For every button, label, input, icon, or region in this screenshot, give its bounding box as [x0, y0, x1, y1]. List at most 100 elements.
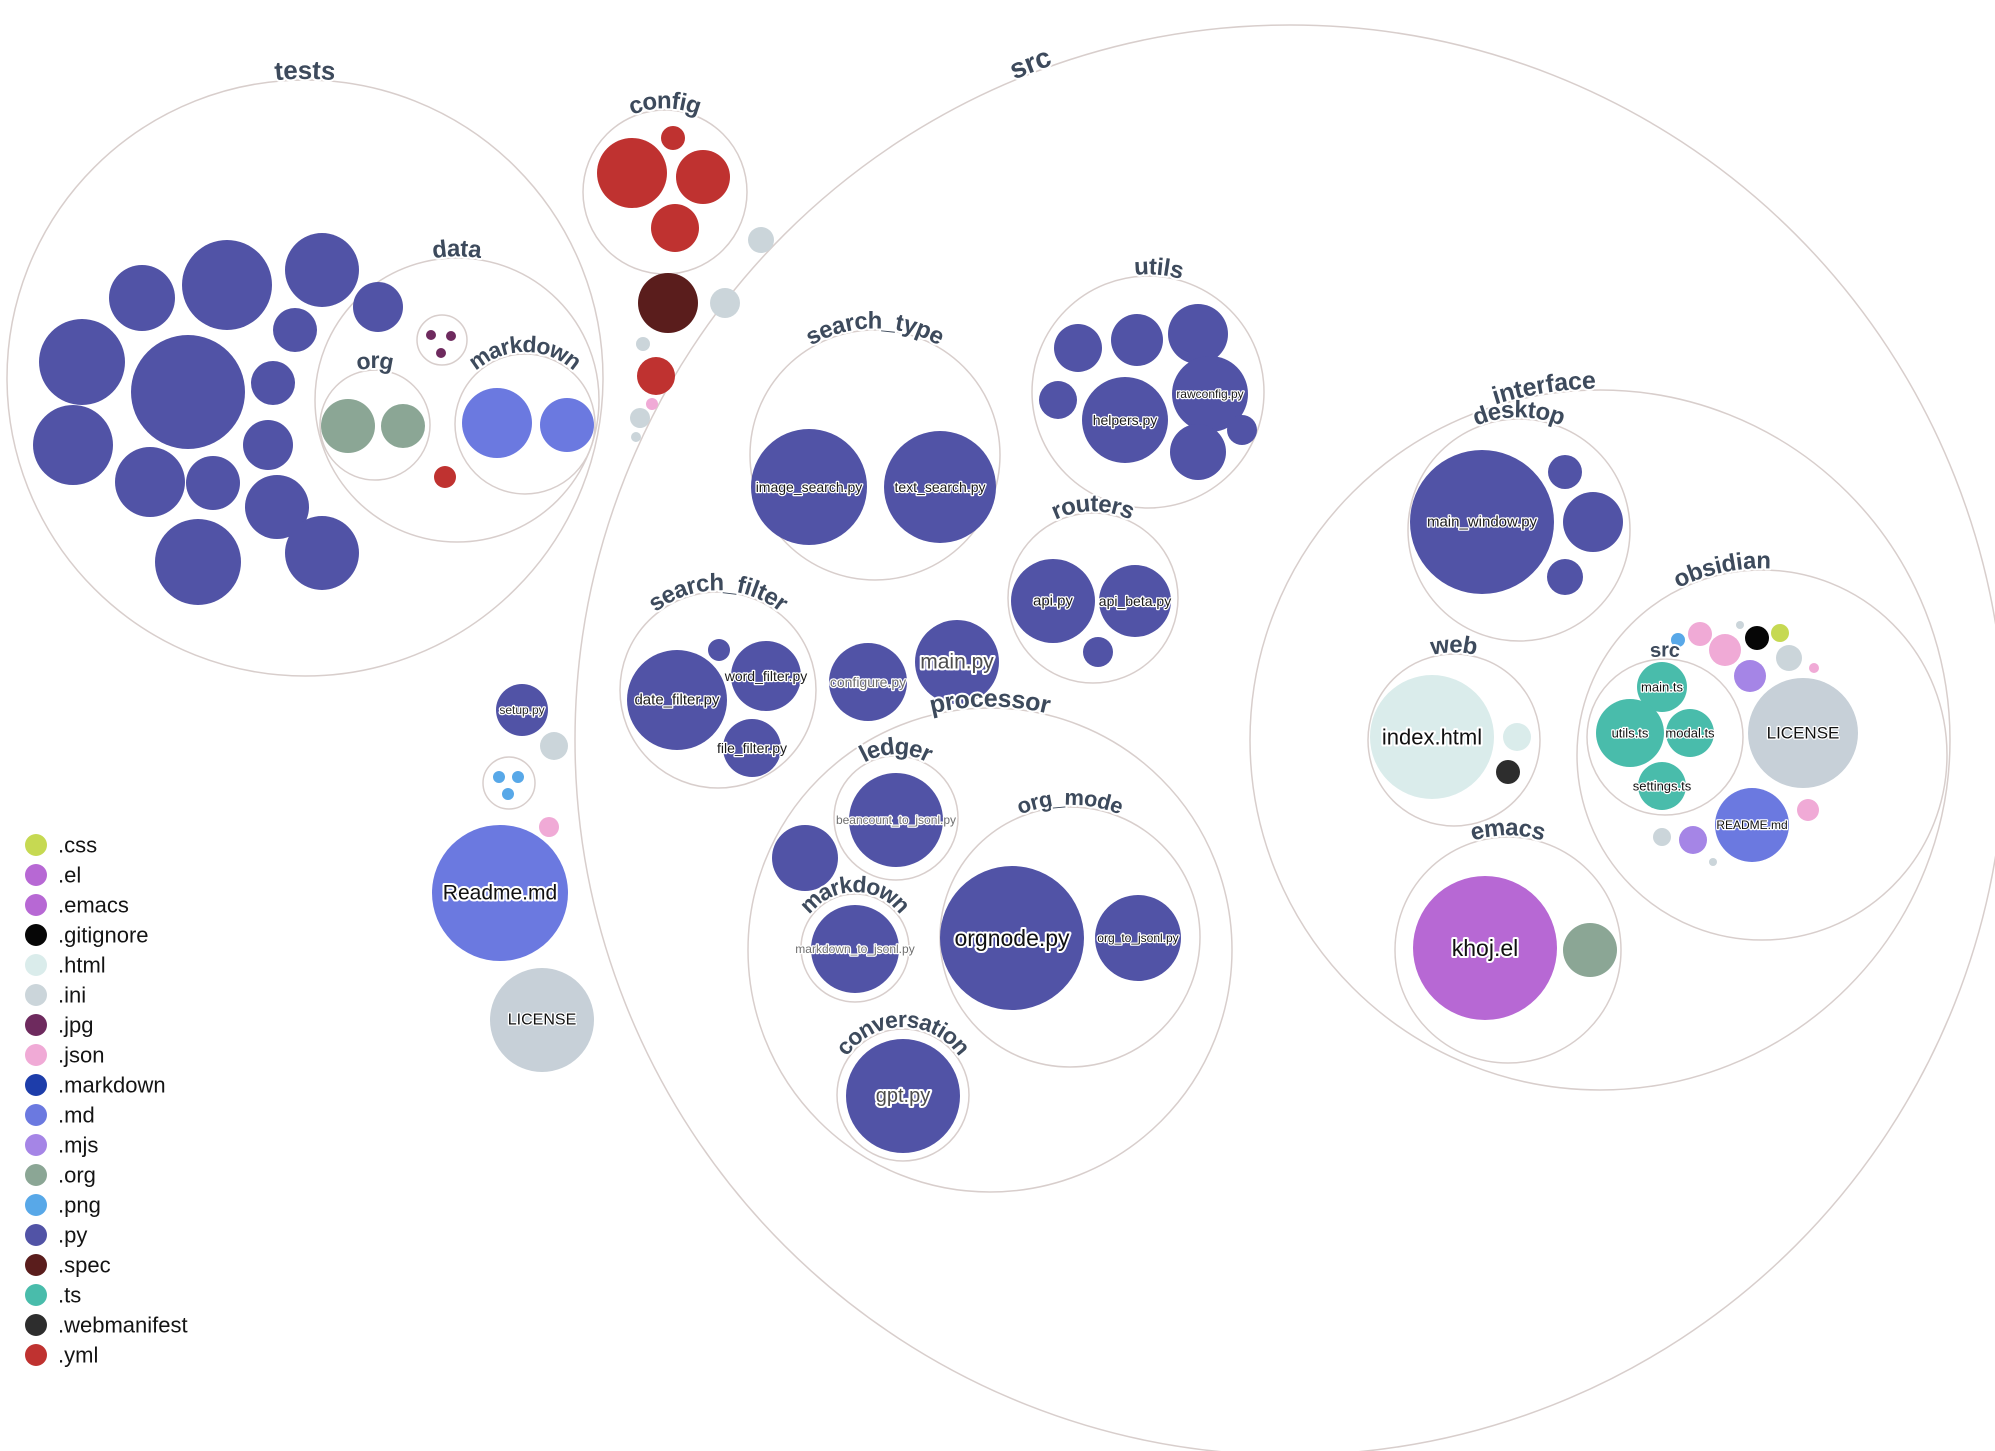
- directory-circle-processor: [747, 707, 1233, 1193]
- legend-label-json: .json: [58, 1043, 104, 1068]
- file-circle: [1745, 626, 1769, 650]
- file-label-gpt.py: gpt.py: [876, 1085, 930, 1107]
- legend-swatch-json: [25, 1044, 47, 1066]
- file-circle-markdown_to_jsonl.py: [811, 905, 899, 993]
- file-circle: [512, 771, 524, 783]
- file-label-configure.py: configure.py: [830, 674, 906, 690]
- directory-circle-data: [314, 257, 600, 543]
- directory-circle-tests: [6, 79, 604, 677]
- file-circle: [1227, 415, 1257, 445]
- directory-label-markdown: markdown: [464, 331, 587, 375]
- directory-circle-routers: [1007, 512, 1179, 684]
- file-circle: [1111, 314, 1163, 366]
- file-circle: [637, 357, 675, 395]
- file-circle-utils.ts: [1596, 699, 1664, 767]
- file-circle: [353, 282, 403, 332]
- directory-circle-emacs: [1394, 836, 1622, 1064]
- legend-label-ts: .ts: [58, 1283, 81, 1308]
- file-circle: [646, 398, 658, 410]
- file-label-markdown_to_jsonl.py: markdown_to_jsonl.py: [795, 942, 914, 956]
- directory-circle-conversation: [836, 1028, 970, 1162]
- legend-label-webmanifest: .webmanifest: [58, 1313, 188, 1338]
- file-label-org_to_jsonl.py: org_to_jsonl.py: [1097, 931, 1178, 945]
- directory-circle-org: [319, 369, 431, 481]
- legend-swatch-mjs: [25, 1134, 47, 1156]
- file-circle: [540, 398, 594, 452]
- directory-label-obsidian: obsidian: [1669, 547, 1771, 593]
- directory-circle-markdown: [800, 893, 910, 1003]
- file-label-word_filter.py: word_filter.py: [724, 668, 807, 684]
- file-circle: [1496, 760, 1520, 784]
- file-circle: [243, 420, 293, 470]
- file-circle: [155, 519, 241, 605]
- file-circle-text_search.py: [884, 431, 996, 543]
- file-circle: [676, 150, 730, 204]
- file-circle-beancount_to_jsonl.py: [849, 773, 943, 867]
- file-label-LICENSE: LICENSE: [508, 1012, 576, 1029]
- file-circle: [1809, 663, 1819, 673]
- file-circle: [1054, 324, 1102, 372]
- file-circle: [285, 233, 359, 307]
- file-circle: [1671, 633, 1685, 647]
- file-circle: [1688, 622, 1712, 646]
- directory-label-org: org: [354, 347, 396, 375]
- directory-circle-search_type: [749, 329, 1001, 581]
- directory-label-emacs: emacs: [1468, 814, 1549, 847]
- directory-circle-unnamed: [482, 756, 536, 810]
- file-circle: [748, 227, 774, 253]
- directory-label-utils: utils: [1133, 253, 1186, 285]
- file-circle: [321, 399, 375, 453]
- file-circle-main_window.py: [1410, 450, 1554, 594]
- legend-swatch-el: [25, 864, 47, 886]
- file-circle-main.ts: [1637, 662, 1687, 712]
- directory-circle-web: [1367, 653, 1541, 827]
- legend-label-md: .md: [58, 1103, 95, 1128]
- file-circle-gpt.py: [846, 1039, 960, 1153]
- file-circles-layer: [33, 126, 1858, 1153]
- file-circle: [772, 825, 838, 891]
- file-circle: [186, 456, 240, 510]
- directory-circle-interface: [1249, 389, 1951, 1091]
- file-circle: [638, 273, 698, 333]
- file-circle: [1709, 858, 1717, 866]
- file-circle-orgnode.py: [940, 866, 1084, 1010]
- file-label-image_search.py: image_search.py: [756, 479, 863, 495]
- file-circle-khoj.el: [1413, 876, 1557, 1020]
- file-circle: [710, 288, 740, 318]
- directory-label-src: src: [1005, 41, 1055, 85]
- file-circle: [182, 240, 272, 330]
- legend-label-ini: .ini: [58, 983, 86, 1008]
- file-circle-image_search.py: [751, 429, 867, 545]
- file-label-settings.ts: settings.ts: [1633, 779, 1692, 794]
- file-circle: [273, 308, 317, 352]
- legend-label-emacs: .emacs: [58, 893, 129, 918]
- legend-label-png: .png: [58, 1193, 101, 1218]
- directory-circles-layer: [6, 24, 1995, 1451]
- file-circle-LICENSE: [1748, 678, 1858, 788]
- file-circle: [1797, 799, 1819, 821]
- file-circle-setup.py: [496, 684, 548, 736]
- directory-label-src: src: [1649, 639, 1681, 662]
- file-circle: [115, 447, 185, 517]
- legend-swatch-org: [25, 1164, 47, 1186]
- file-circle: [540, 732, 568, 760]
- file-circle-helpers.py: [1082, 377, 1168, 463]
- legend-label-markdown: .markdown: [58, 1073, 166, 1098]
- directory-label-data: data: [431, 235, 484, 264]
- file-labels-layer: setup.py Readme.md LICENSE main.py configure…: [441, 386, 1841, 1109]
- directory-circle-unnamed: [416, 314, 468, 366]
- legend-label-spec: .spec: [58, 1253, 111, 1278]
- file-circle: [1039, 381, 1077, 419]
- directory-circle-markdown: [454, 353, 596, 495]
- file-circle: [1653, 828, 1671, 846]
- directory-circle-src: [1586, 658, 1744, 816]
- file-circle: [446, 331, 456, 341]
- file-circle: [661, 126, 685, 150]
- directory-circle-ledger: [833, 755, 959, 881]
- file-label-rawconfig.py: rawconfig.py: [1176, 387, 1243, 401]
- file-circle-index.html: [1370, 675, 1494, 799]
- legend-swatch-yml: [25, 1344, 47, 1366]
- file-circle: [1679, 826, 1707, 854]
